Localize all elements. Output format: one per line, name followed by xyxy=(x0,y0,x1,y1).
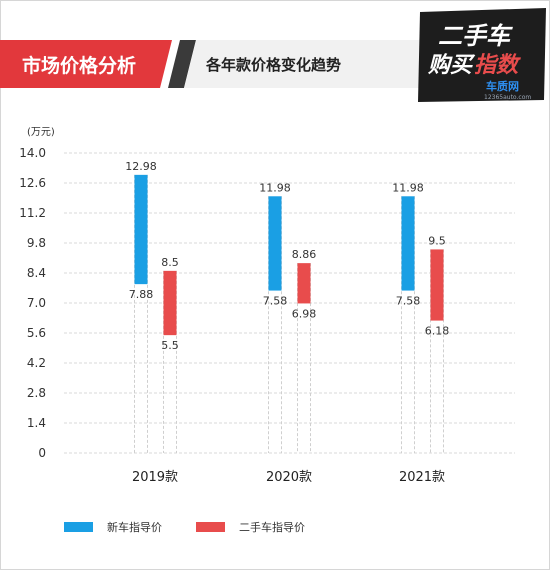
y-tick-label: 0 xyxy=(38,446,46,460)
y-tick-label: 7.0 xyxy=(27,296,46,310)
bars xyxy=(134,174,444,336)
bar-used-car xyxy=(297,263,311,304)
badge-light-tail xyxy=(184,40,420,88)
logo-line2b: 指数 xyxy=(474,53,521,78)
chart-subtitle: 各年款价格变化趋势 xyxy=(205,56,341,74)
y-axis-ticks: 14.0 12.6 11.2 9.8 8.4 7.0 5.6 4.2 2.8 1.4 0 xyxy=(19,146,46,460)
y-tick-label: 2.8 xyxy=(27,386,46,400)
y-tick-label: 1.4 xyxy=(27,416,46,430)
header: 市场价格分析 各年款价格变化趋势 二手车 购买 指数 车质网 12365auto… xyxy=(0,8,546,102)
bar-new-car xyxy=(268,196,282,291)
y-tick-label: 8.4 xyxy=(27,266,46,280)
legend-item-used-car: 二手车指导价 xyxy=(196,519,305,535)
logo-site: 车质网 xyxy=(486,79,519,93)
logo-background xyxy=(418,8,546,102)
bar-guide-lines xyxy=(134,174,444,453)
bar-new-car xyxy=(401,196,415,291)
bar-used-car xyxy=(430,249,444,321)
data-label-high: 11.98 xyxy=(392,181,424,194)
data-labels: 12.98 7.88 8.5 5.5 11.98 7.58 8.86 6.98 11.98 7.5… xyxy=(125,160,449,352)
badge-title: 市场价格分析 xyxy=(22,54,136,77)
data-label-low: 7.58 xyxy=(396,295,421,308)
y-tick-label: 12.6 xyxy=(19,176,46,190)
legend: 新车指导价 二手车指导价 xyxy=(0,510,550,540)
y-tick-label: 4.2 xyxy=(27,356,46,370)
legend-swatch-used-car xyxy=(196,522,225,532)
logo: 二手车 购买 指数 车质网 12365auto.com xyxy=(418,8,546,102)
data-label-high: 8.5 xyxy=(161,256,179,269)
gridlines xyxy=(64,152,515,454)
data-label-low: 6.18 xyxy=(425,325,450,338)
data-label-high: 9.5 xyxy=(428,234,446,247)
y-tick-label: 14.0 xyxy=(19,146,46,160)
y-axis-unit: (万元) xyxy=(27,127,55,138)
bar-new-car xyxy=(134,174,148,285)
data-label-low: 7.88 xyxy=(129,288,154,301)
data-label-high: 12.98 xyxy=(125,160,157,173)
y-tick-label: 5.6 xyxy=(27,326,46,340)
x-category-label: 2020款 xyxy=(266,470,312,485)
bar-used-car xyxy=(163,270,177,336)
legend-item-new-car: 新车指导价 xyxy=(64,519,162,535)
legend-swatch-new-car xyxy=(64,522,93,532)
data-label-high: 8.86 xyxy=(292,248,317,261)
logo-line1: 二手车 xyxy=(438,22,513,50)
data-label-low: 7.58 xyxy=(263,295,288,308)
badge-dark-stripe xyxy=(168,40,196,88)
x-axis-categories: 2019款 2020款 2021款 xyxy=(132,470,445,485)
x-category-label: 2021款 xyxy=(399,470,445,485)
data-label-low: 5.5 xyxy=(161,339,179,352)
data-label-low: 6.98 xyxy=(292,307,317,320)
badge-red-block xyxy=(0,40,172,88)
legend-label-used-car: 二手车指导价 xyxy=(239,521,305,534)
y-tick-label: 11.2 xyxy=(19,206,46,220)
x-category-label: 2019款 xyxy=(132,470,178,485)
logo-url: 12365auto.com xyxy=(484,94,531,101)
range-bar-chart: (万元) 14.012.611.29.88.47.05.64.22.81.40 … xyxy=(19,127,515,485)
data-label-high: 11.98 xyxy=(259,181,291,194)
y-tick-label: 9.8 xyxy=(27,236,46,250)
legend-label-new-car: 新车指导价 xyxy=(107,521,162,534)
logo-line2a: 购买 xyxy=(427,53,476,78)
